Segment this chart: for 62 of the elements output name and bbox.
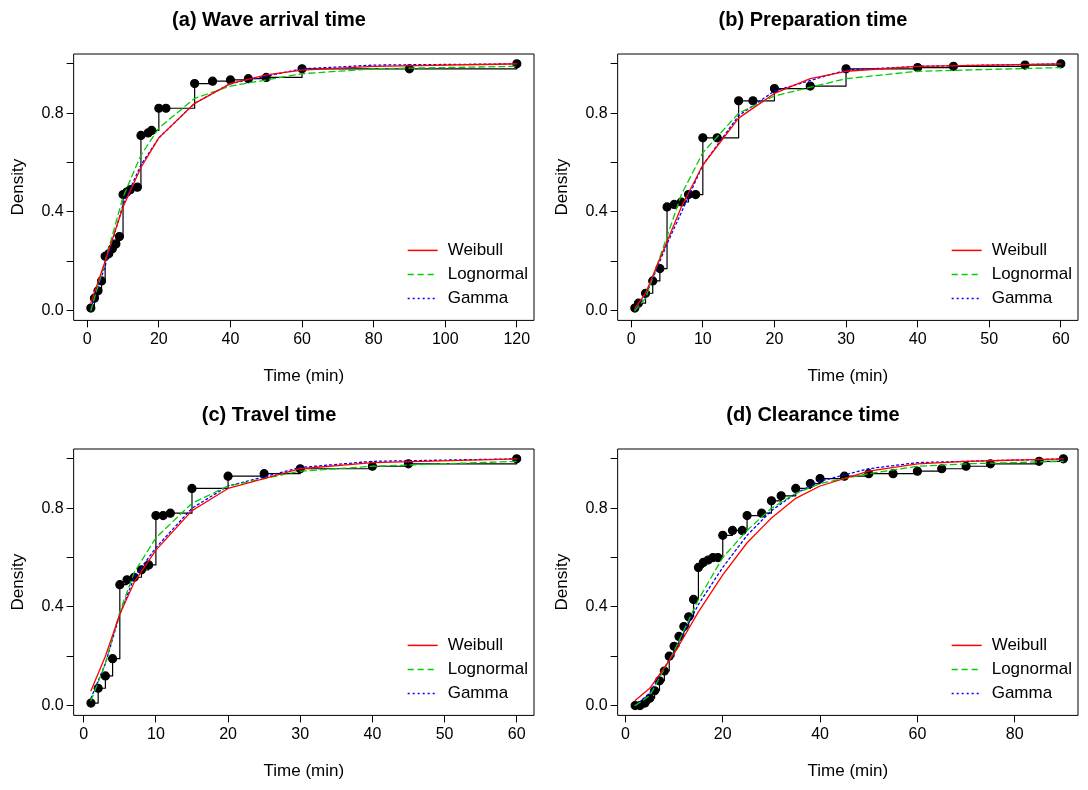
chart-title: (b) Preparation time [718, 7, 908, 30]
x-tick-label: 40 [363, 725, 382, 743]
x-tick-label: 120 [503, 330, 531, 348]
legend-label: Lognormal [991, 659, 1072, 679]
x-axis-title: Time (min) [263, 366, 345, 386]
legend-label: Weibull [991, 635, 1048, 655]
legend-label: Lognormal [447, 659, 528, 679]
legend-label: Gamma [991, 288, 1053, 308]
y-tick-label: 0.0 [41, 695, 64, 713]
y-tick-label: 0.0 [41, 300, 64, 318]
y-tick-label: 0.4 [585, 202, 608, 220]
y-axis-title: Density [551, 553, 571, 611]
legend-label: Lognormal [447, 264, 528, 284]
x-tick-label: 10 [147, 725, 165, 743]
legend-label: Gamma [447, 288, 509, 308]
y-tick-label: 0.4 [41, 597, 64, 615]
legend-label: Gamma [991, 683, 1053, 703]
x-tick-label: 20 [713, 725, 732, 743]
x-tick-label: 80 [1005, 725, 1024, 743]
y-tick-label: 0.8 [585, 103, 608, 121]
legend-label: Gamma [447, 683, 509, 703]
chart-title: (c) Travel time [201, 402, 337, 425]
legend-label: Lognormal [991, 264, 1072, 284]
chart-title: (a) Wave arrival time [172, 7, 366, 30]
x-tick-label: 0 [79, 725, 89, 743]
x-tick-label: 40 [221, 330, 240, 348]
y-tick-label: 0.8 [41, 498, 64, 516]
x-tick-label: 80 [364, 330, 383, 348]
y-tick-label: 0.8 [41, 103, 64, 121]
x-tick-label: 10 [693, 330, 712, 348]
x-axis-title: Time (min) [807, 366, 889, 386]
chart-title: (d) Clearance time [726, 402, 900, 425]
x-tick-label: 60 [293, 330, 312, 348]
x-tick-label: 50 [980, 330, 999, 348]
x-tick-label: 30 [291, 725, 310, 743]
x-tick-label: 20 [149, 330, 168, 348]
y-tick-label: 0.0 [585, 300, 608, 318]
x-tick-label: 60 [507, 725, 526, 743]
y-axis-title: Density [7, 553, 27, 611]
x-tick-label: 50 [435, 725, 454, 743]
x-axis-title: Time (min) [807, 761, 889, 781]
x-tick-label: 0 [620, 725, 630, 743]
legend-label: Weibull [447, 240, 504, 260]
y-tick-label: 0.4 [41, 202, 64, 220]
x-tick-label: 60 [908, 725, 927, 743]
legend-label: Weibull [991, 240, 1048, 260]
y-tick-label: 0.8 [585, 498, 608, 516]
x-tick-label: 40 [908, 330, 927, 348]
x-tick-label: 0 [626, 330, 636, 348]
y-tick-label: 0.4 [585, 597, 608, 615]
x-axis-title: Time (min) [263, 761, 345, 781]
y-axis-title: Density [7, 158, 27, 216]
y-tick-label: 0.0 [585, 695, 608, 713]
legend-label: Weibull [447, 635, 504, 655]
x-tick-label: 60 [1051, 330, 1070, 348]
x-tick-label: 30 [837, 330, 856, 348]
x-tick-label: 40 [811, 725, 830, 743]
y-axis-title: Density [551, 158, 571, 216]
x-tick-label: 0 [82, 330, 92, 348]
x-tick-label: 20 [765, 330, 784, 348]
x-tick-label: 100 [431, 330, 459, 348]
x-tick-label: 20 [219, 725, 238, 743]
